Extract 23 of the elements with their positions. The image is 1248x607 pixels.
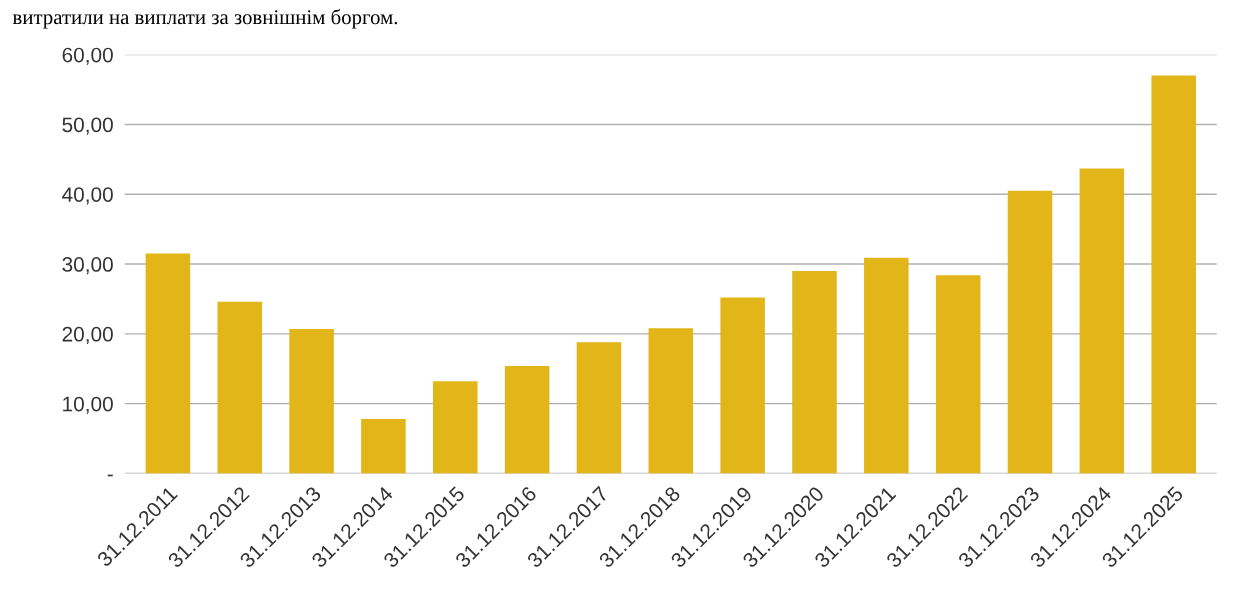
bar: [576, 342, 622, 474]
y-tick-label: 40,00: [62, 187, 113, 205]
bar: [864, 257, 909, 474]
y-tick-label: 60,00: [62, 47, 113, 65]
bar: [433, 381, 478, 474]
bar: [1007, 190, 1053, 474]
bar: [289, 328, 334, 474]
y-tick-label: 50,00: [62, 117, 113, 135]
bar: [1151, 75, 1196, 474]
bar: [361, 419, 406, 474]
bar: [648, 328, 694, 474]
bar: [1079, 168, 1125, 474]
y-tick-label: 10,00: [63, 396, 113, 414]
y-tick-label: 20,00: [62, 326, 113, 345]
bar: [217, 301, 263, 474]
y-tick-label: 30,00: [62, 257, 113, 275]
bar: [504, 365, 550, 474]
bar: [720, 297, 765, 474]
bar: [145, 253, 191, 474]
bar: [935, 275, 981, 474]
text: витратили на виплати за зовнішнім боргом.: [12, 9, 398, 29]
bar: [792, 271, 837, 474]
y-tick-label: -: [107, 474, 113, 477]
